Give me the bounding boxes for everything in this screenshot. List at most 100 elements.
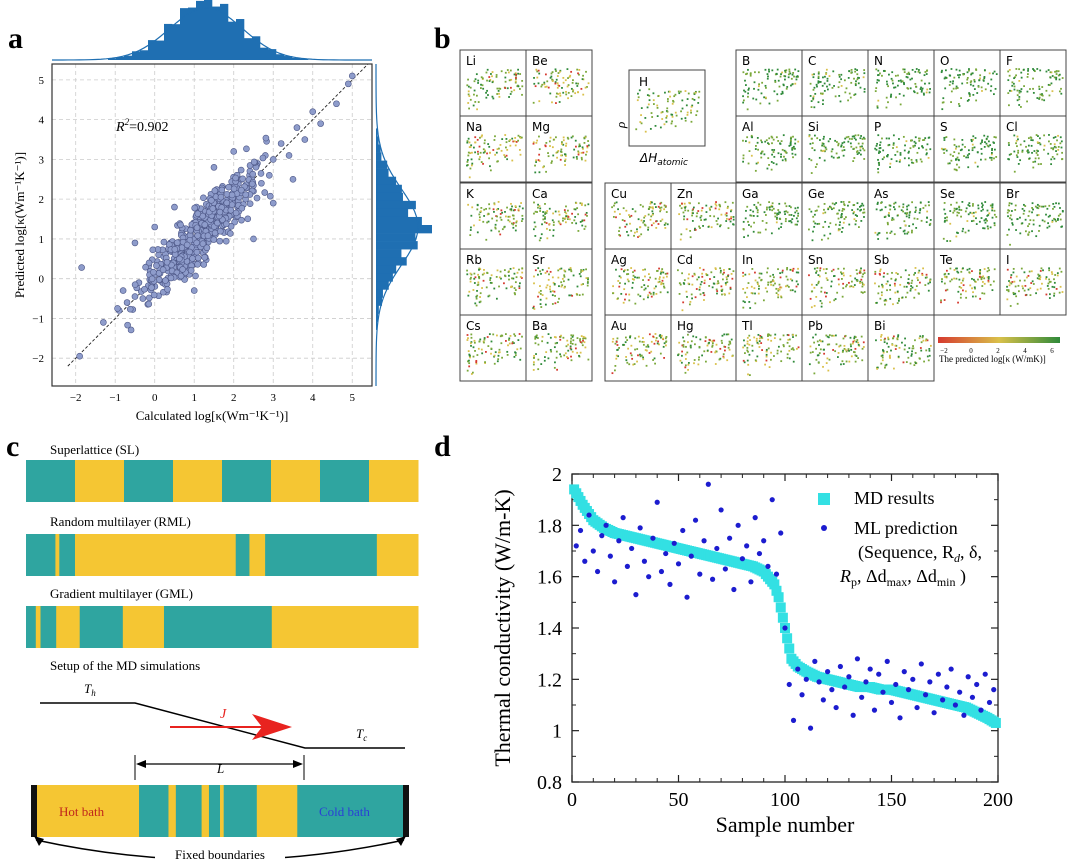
scatter-dot <box>883 272 885 275</box>
scatter-dot <box>493 362 496 365</box>
scatter-dot <box>514 334 517 337</box>
scatter-dot <box>711 286 714 289</box>
scatter-dot <box>837 142 840 145</box>
scatter-dot <box>470 336 473 339</box>
scatter-dot <box>518 333 521 335</box>
scatter-dot <box>879 270 881 273</box>
scatter-dot <box>694 227 696 230</box>
ml-point <box>944 684 950 690</box>
scatter-dot <box>884 206 887 209</box>
scatter-dot <box>552 138 555 141</box>
scatter-dot <box>577 91 579 94</box>
scatter-dot <box>982 275 985 278</box>
scatter-dot <box>825 295 827 298</box>
scatter-dot <box>773 337 776 340</box>
scatter-dot <box>1049 214 1051 217</box>
scatter-dot <box>993 268 996 271</box>
scatter-dot <box>1023 279 1026 282</box>
scatter-dot <box>747 68 749 71</box>
scatter-dot <box>779 142 781 145</box>
scatter-dot <box>960 293 962 296</box>
scatter-dot <box>876 201 879 204</box>
scatter-dot <box>983 69 986 72</box>
scatter-dot <box>483 341 485 344</box>
ml-point <box>918 661 924 667</box>
scatter-dot <box>701 272 704 275</box>
data-point <box>232 174 239 182</box>
scatter-dot <box>612 285 614 288</box>
scatter-dot <box>890 230 893 233</box>
scatter-dot <box>475 295 478 298</box>
scatter-dot <box>487 345 490 347</box>
scatter-dot <box>681 272 684 275</box>
element-symbol: Sb <box>874 253 889 267</box>
element-cell-o: O <box>933 49 1001 117</box>
scatter-dot <box>894 291 897 294</box>
scatter-dot <box>640 114 642 117</box>
scatter-dot <box>520 136 523 139</box>
scatter-dot <box>653 287 656 290</box>
scatter-dot <box>623 288 626 291</box>
scatter-dot <box>810 290 813 293</box>
scatter-dot <box>710 205 713 208</box>
scatter-dot <box>908 225 911 227</box>
scatter-dot <box>924 204 927 207</box>
scatter-dot <box>985 142 988 145</box>
scatter-dot <box>964 210 967 213</box>
scatter-dot <box>809 297 812 300</box>
element-cell-ca: Ca <box>525 182 593 250</box>
scatter-dot <box>496 148 499 151</box>
scatter-dot <box>539 303 542 305</box>
scatter-dot <box>543 359 546 362</box>
scatter-dot <box>775 221 778 224</box>
scatter-dot <box>1020 76 1023 79</box>
scatter-dot <box>758 287 760 290</box>
scatter-dot <box>835 202 838 204</box>
scatter-dot <box>714 203 717 205</box>
scatter-dot <box>674 125 677 128</box>
scatter-dot <box>835 152 838 155</box>
scatter-dot <box>581 344 584 347</box>
scatter-dot <box>1043 99 1046 102</box>
scatter-dot <box>1050 82 1053 85</box>
scatter-dot <box>810 100 813 103</box>
scatter-dot <box>559 70 561 73</box>
scatter-dot <box>1045 276 1048 278</box>
scatter-dot <box>497 207 500 210</box>
scatter-dot <box>958 69 961 72</box>
scatter-dot <box>684 366 687 369</box>
scatter-dot <box>862 204 865 207</box>
scatter-dot <box>908 211 911 214</box>
scatter-dot <box>970 80 973 83</box>
scatter-dot <box>564 217 567 220</box>
scatter-dot <box>754 359 757 362</box>
scatter-dot <box>548 229 551 232</box>
scatter-dot <box>1026 76 1029 78</box>
scatter-dot <box>842 363 845 365</box>
scatter-dot <box>697 276 700 279</box>
scatter-dot <box>966 99 969 102</box>
data-point <box>167 274 175 282</box>
scatter-dot <box>979 74 982 77</box>
scatter-dot <box>504 71 507 74</box>
scatter-dot <box>642 221 645 224</box>
scatter-dot <box>710 226 713 229</box>
scatter-dot <box>993 157 995 160</box>
scatter-dot <box>637 335 640 338</box>
ml-point <box>697 571 703 577</box>
scatter-dot <box>474 276 477 279</box>
scatter-dot <box>664 91 666 94</box>
scatter-dot <box>467 78 469 81</box>
scatter-dot <box>533 275 535 278</box>
scatter-dot <box>883 338 886 341</box>
scatter-dot <box>729 342 732 345</box>
scatter-dot <box>515 141 518 143</box>
scatter-dot <box>756 281 759 284</box>
scatter-dot <box>765 350 768 353</box>
element-cell-zn: Zn <box>670 182 738 250</box>
scatter-dot <box>743 236 745 239</box>
scatter-dot <box>900 209 903 212</box>
scatter-dot <box>907 281 910 284</box>
scatter-dot <box>573 148 576 151</box>
scatter-dot <box>650 295 653 298</box>
